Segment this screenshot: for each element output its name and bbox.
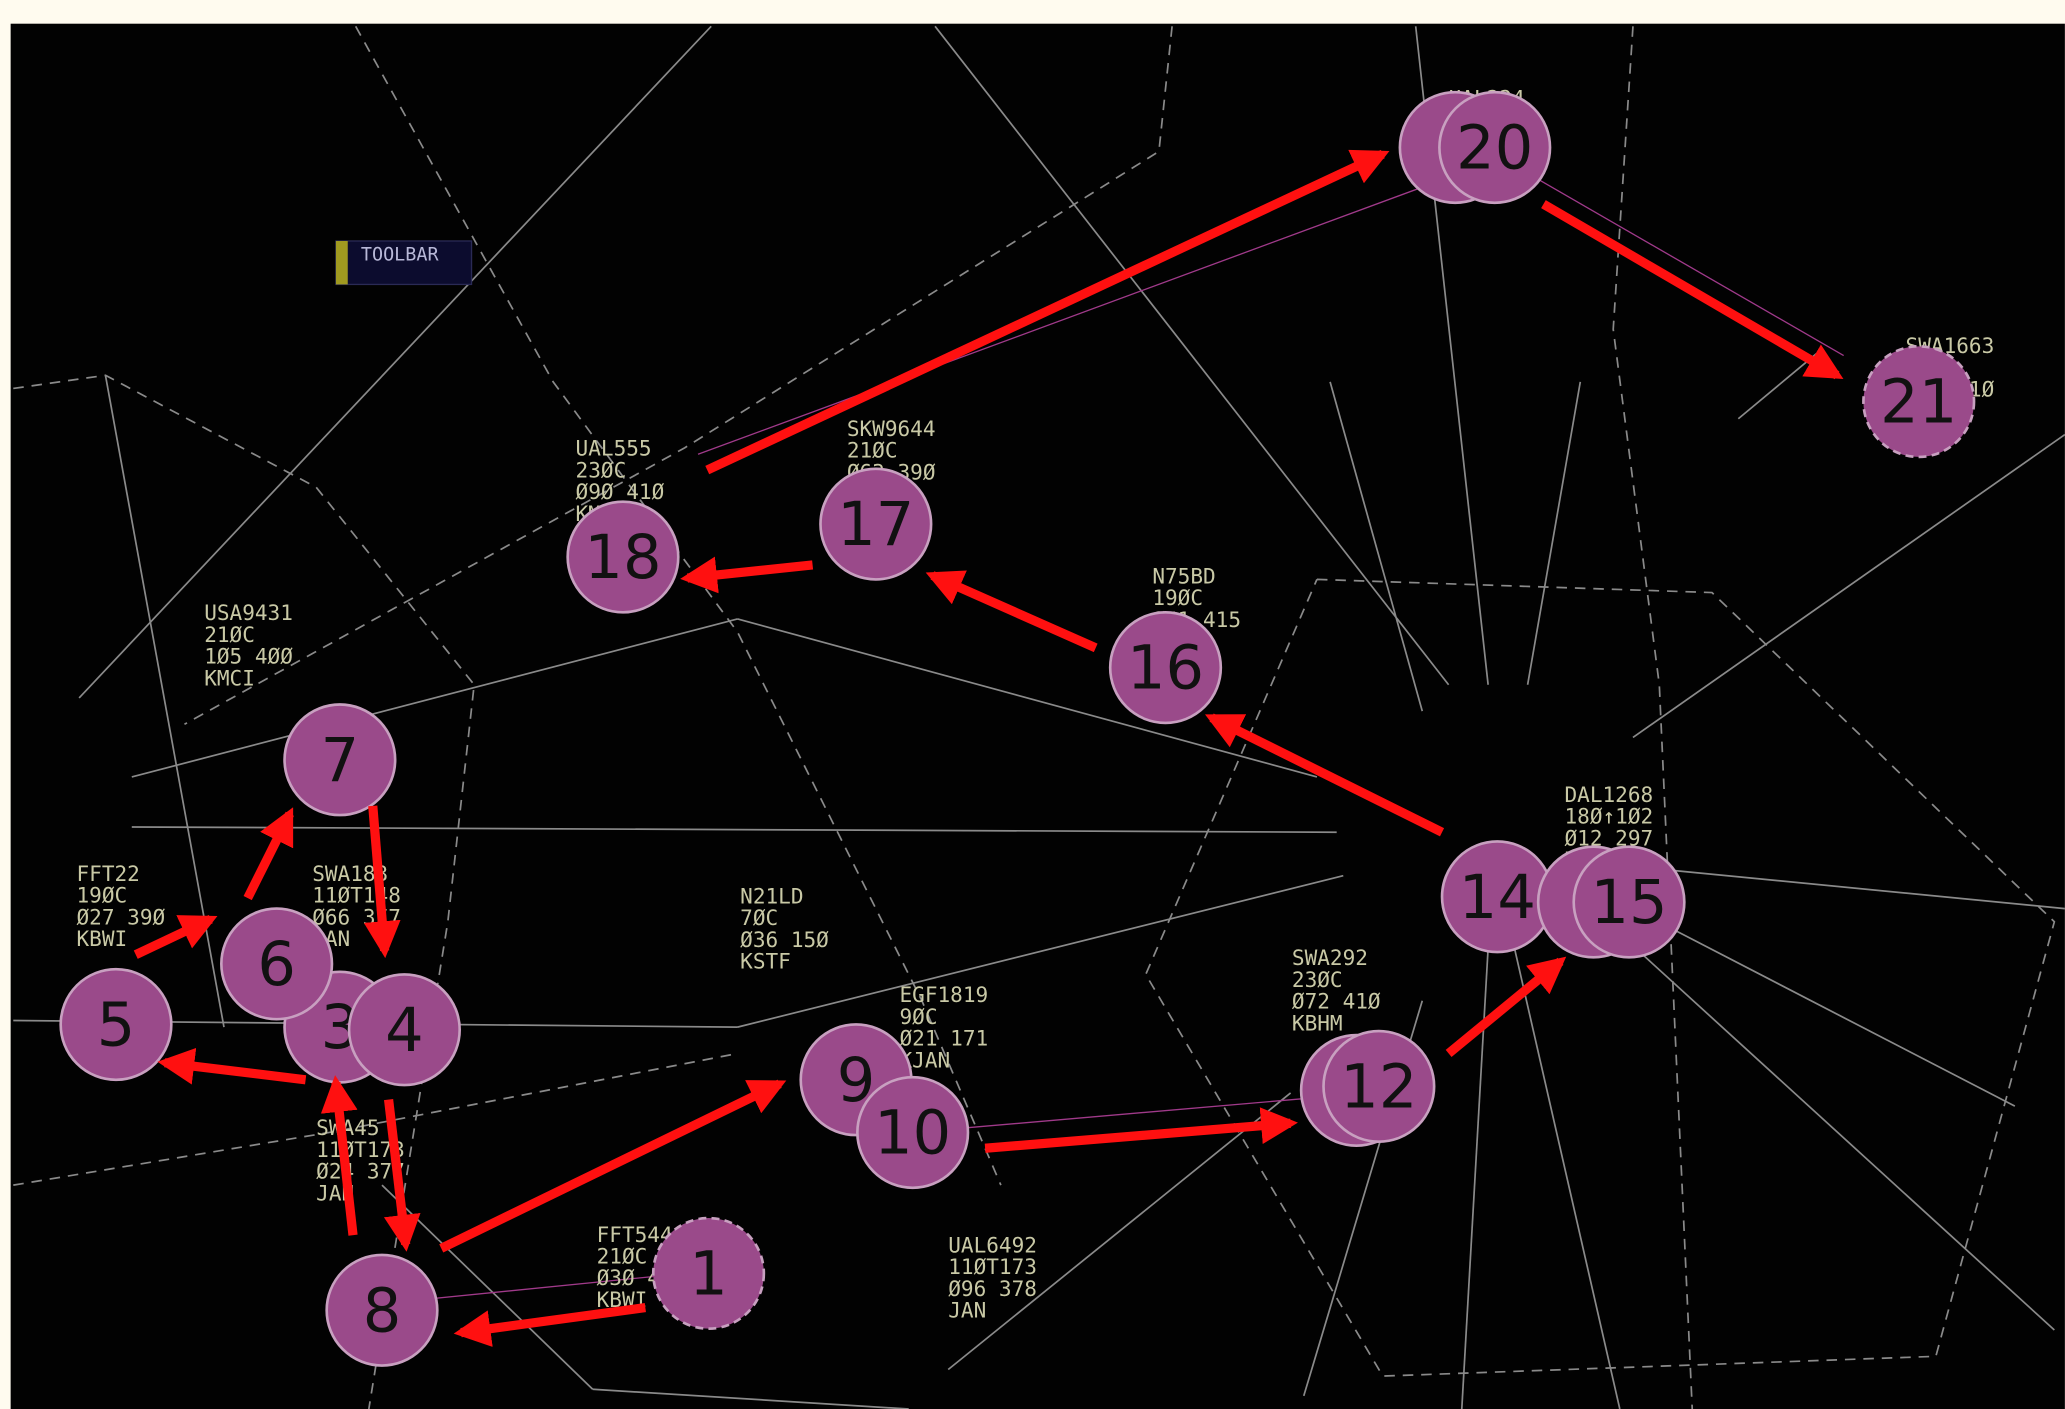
toolbar-handle [336,241,348,284]
waypoint-label: 20 [1456,114,1533,184]
aircraft-data: KBHM [1292,1010,1343,1035]
waypoint-label: 1 [689,1239,728,1309]
aircraft-data: JAN [948,1297,986,1322]
waypoint-label: 12 [1340,1052,1417,1122]
waypoint-label: 21 [1880,368,1957,438]
toolbar[interactable]: TOOLBAR [336,241,472,284]
aircraft-data: KMCI [204,665,255,690]
waypoint-label: 17 [837,490,914,560]
aircraft-data: KBWI [76,926,127,951]
waypoint-label: 14 [1459,863,1536,933]
waypoint-label: 16 [1127,634,1204,704]
waypoint-label: 7 [321,726,360,796]
page: TOOLBAR UAL55523ØCØ9Ø 41ØKMCOSKW964421ØC… [0,0,2065,1409]
waypoint-label: 15 [1590,868,1667,938]
waypoint-label: 18 [584,523,661,593]
aircraft-data: KSTF [740,949,791,974]
waypoint-label: 5 [97,991,136,1061]
waypoint-label: 8 [363,1276,402,1346]
toolbar-label: TOOLBAR [361,245,440,266]
waypoint-label: 4 [385,996,424,1066]
radar-screen: TOOLBAR UAL55523ØCØ9Ø 41ØKMCOSKW964421ØC… [0,0,2065,1409]
waypoint-label: 6 [257,930,296,1000]
waypoint-label: 10 [874,1099,951,1169]
